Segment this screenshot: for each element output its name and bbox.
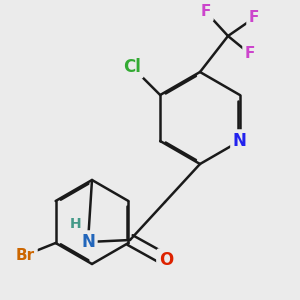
Text: O: O bbox=[159, 251, 173, 269]
Text: F: F bbox=[245, 46, 255, 62]
Text: Cl: Cl bbox=[123, 58, 141, 76]
Text: F: F bbox=[249, 11, 259, 26]
Text: F: F bbox=[201, 4, 211, 20]
Text: Br: Br bbox=[16, 248, 35, 262]
Text: N: N bbox=[81, 233, 95, 251]
Text: Br: Br bbox=[16, 248, 35, 262]
Text: F: F bbox=[201, 4, 211, 20]
Text: O: O bbox=[159, 251, 173, 269]
Text: N: N bbox=[233, 132, 247, 150]
Text: F: F bbox=[245, 46, 255, 62]
Text: F: F bbox=[249, 11, 259, 26]
Text: N: N bbox=[81, 233, 95, 251]
Text: H: H bbox=[70, 217, 82, 231]
Text: N: N bbox=[233, 132, 247, 150]
Text: Cl: Cl bbox=[123, 58, 141, 76]
Text: H: H bbox=[70, 217, 82, 231]
